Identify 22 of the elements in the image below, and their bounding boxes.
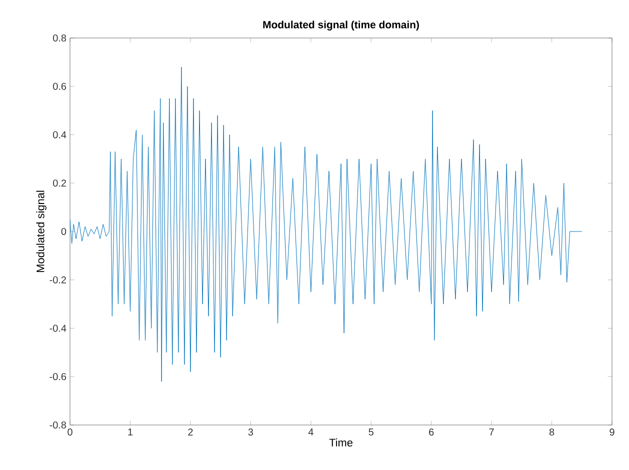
x-tick-label: 2 bbox=[188, 428, 193, 436]
x-tick-label: 6 bbox=[429, 428, 434, 436]
y-axis-title: Modulated signal bbox=[36, 190, 46, 272]
y-tick-label: -0.8 bbox=[50, 421, 66, 429]
x-axis-title: Time bbox=[329, 438, 352, 446]
x-tick-label: 3 bbox=[248, 428, 254, 436]
y-tick-label: 0.8 bbox=[53, 34, 66, 42]
y-tick-label: 0.4 bbox=[53, 131, 66, 138]
chart-title: Modulated signal (time domain) bbox=[263, 20, 419, 30]
y-tick-label: -0.4 bbox=[50, 324, 66, 332]
y-tick-label: 0 bbox=[61, 228, 66, 236]
x-tick-label: 8 bbox=[549, 428, 554, 436]
y-tick-label: -0.2 bbox=[50, 276, 66, 284]
y-tick-label: 0.2 bbox=[53, 180, 66, 187]
x-tick-label: 4 bbox=[308, 428, 314, 436]
x-tick-label: 9 bbox=[610, 428, 614, 436]
x-tick-label: 7 bbox=[489, 428, 494, 436]
x-tick-label: 5 bbox=[368, 428, 374, 436]
x-tick-label: 1 bbox=[128, 428, 133, 436]
y-tick-label: 0.6 bbox=[53, 82, 66, 90]
y-tick-label: -0.6 bbox=[50, 373, 66, 380]
x-tick-label: 0 bbox=[68, 428, 72, 436]
